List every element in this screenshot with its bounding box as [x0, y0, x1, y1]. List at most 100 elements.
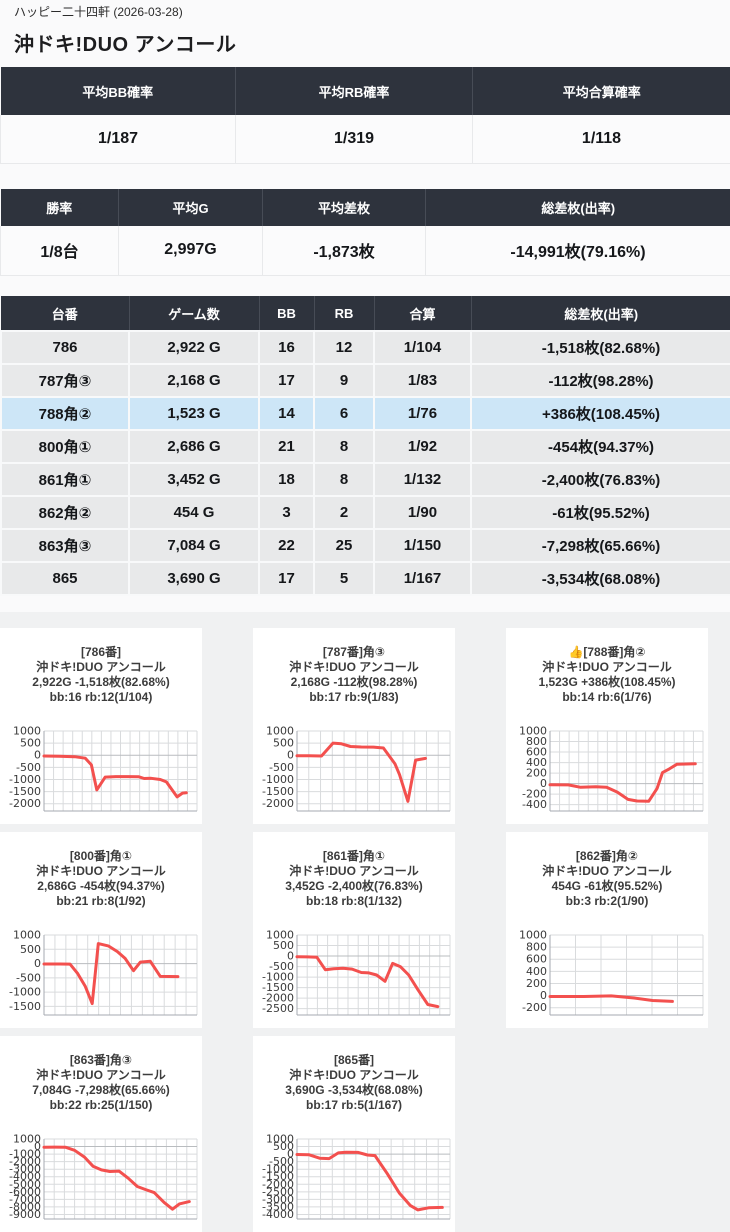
col-header-avg-rb: 平均RB確率 — [236, 67, 473, 115]
cell-total-diff: -2,400枚(76.83%) — [471, 463, 730, 496]
chart-title-line: bb:17 rb:9(1/83) — [253, 690, 455, 705]
cell-games: 2,922 G — [129, 331, 259, 364]
slump-line — [550, 764, 695, 802]
cell-machine-no: 787角③ — [1, 364, 129, 397]
y-axis-tick-label: -2500 — [262, 1002, 294, 1015]
slump-line — [44, 1147, 189, 1209]
y-axis-tick-label: -200 — [522, 1001, 547, 1014]
y-axis-tick-label: -500 — [269, 761, 294, 774]
cell-machine-no: 788角② — [1, 397, 129, 430]
col-header-total-diff: 総差枚(出率) — [471, 296, 730, 331]
cell-games: 1,523 G — [129, 397, 259, 430]
chart-title-line: 7,084G -7,298枚(65.66%) — [0, 1083, 202, 1098]
page-title: 沖ドキ!DUO アンコール — [14, 28, 716, 57]
cell-total-diff: -61枚(95.52%) — [471, 496, 730, 529]
summary-stats-table: 勝率 平均G 平均差枚 総差枚(出率) 1/8台 2,997G -1,873枚 … — [0, 189, 730, 277]
cell-machine-no: 800角① — [1, 430, 129, 463]
chart-title-line: bb:16 rb:12(1/104) — [0, 690, 202, 705]
y-axis-tick-label: 200 — [526, 977, 547, 990]
col-header-games: ゲーム数 — [129, 296, 259, 331]
col-header-total-diff: 総差枚(出率) — [426, 189, 730, 226]
y-axis-tick-label: 400 — [526, 965, 547, 978]
slump-graph: 10000-1000-2000-3000-4000-5000-6000-7000… — [0, 1134, 202, 1226]
slump-line — [44, 944, 178, 1004]
col-header-win-rate: 勝率 — [1, 189, 119, 226]
cell-total-rate: 1/150 — [374, 529, 471, 562]
y-axis-tick-label: -4000 — [262, 1208, 294, 1221]
col-header-rb: RB — [314, 296, 374, 331]
cell-bb: 3 — [259, 496, 314, 529]
cell-games: 3,452 G — [129, 463, 259, 496]
y-axis-tick-label: 600 — [526, 953, 547, 966]
site-header: ハッピー二十四軒 (2026-03-28) 沖ドキ!DUO アンコール — [0, 0, 730, 67]
col-header-total-rate: 合算 — [374, 296, 471, 331]
chart-title-line: 沖ドキ!DUO アンコール — [0, 864, 202, 879]
avg-bb-rate: 1/187 — [1, 115, 236, 163]
y-axis-tick-label: 500 — [20, 737, 41, 750]
cell-games: 7,084 G — [129, 529, 259, 562]
cell-total-rate: 1/167 — [374, 562, 471, 595]
y-axis-tick-label: 1000 — [13, 930, 41, 942]
table-header-row: 台番 ゲーム数 BB RB 合算 総差枚(出率) — [1, 296, 730, 331]
table-row: 1/8台 2,997G -1,873枚 -14,991枚(79.16%) — [1, 226, 730, 276]
cell-total-diff: -7,298枚(65.66%) — [471, 529, 730, 562]
chart-title-line: 沖ドキ!DUO アンコール — [253, 1068, 455, 1083]
cell-total-diff: +386枚(108.45%) — [471, 397, 730, 430]
cell-bb: 21 — [259, 430, 314, 463]
y-axis-tick-label: 0 — [540, 989, 547, 1002]
table-row: 1/187 1/319 1/118 — [1, 115, 730, 163]
table-header-row: 勝率 平均G 平均差枚 総差枚(出率) — [1, 189, 730, 226]
y-axis-tick-label: -1500 — [9, 785, 41, 798]
charts-grid: [786番] 沖ドキ!DUO アンコール 2,922G -1,518枚(82.68%… — [0, 628, 730, 1232]
y-axis-tick-label: -500 — [16, 761, 41, 774]
cell-machine-no: 863角③ — [1, 529, 129, 562]
cell-bb: 17 — [259, 562, 314, 595]
y-axis-tick-label: 800 — [526, 941, 547, 954]
chart-title-line: 2,168G -112枚(98.28%) — [253, 675, 455, 690]
cell-games: 3,690 G — [129, 562, 259, 595]
y-axis-tick-label: -2000 — [262, 797, 294, 810]
slump-line — [297, 743, 426, 801]
chart-title-line: 3,452G -2,400枚(76.83%) — [253, 879, 455, 894]
cell-total-diff: -454枚(94.37%) — [471, 430, 730, 463]
chart-title-line: [865番] — [253, 1053, 455, 1068]
cell-total-rate: 1/132 — [374, 463, 471, 496]
y-axis-tick-label: 500 — [273, 737, 294, 750]
y-axis-tick-label: 0 — [34, 749, 41, 762]
y-axis-tick-label: -400 — [522, 798, 547, 811]
chart-title-line: 2,686G -454枚(94.37%) — [0, 879, 202, 894]
chart-title-line: bb:3 rb:2(1/90) — [506, 894, 708, 909]
cell-machine-no: 786 — [1, 331, 129, 364]
col-header-bb: BB — [259, 296, 314, 331]
chart-title-line: [786番] — [0, 645, 202, 660]
cell-rb: 12 — [314, 331, 374, 364]
chart-title-line: [862番]角② — [506, 849, 708, 864]
chart-title-line: 沖ドキ!DUO アンコール — [506, 660, 708, 675]
avg-games: 2,997G — [119, 226, 263, 276]
chart-title-line: 2,922G -1,518枚(82.68%) — [0, 675, 202, 690]
chart-title-line: bb:18 rb:8(1/132) — [253, 894, 455, 909]
